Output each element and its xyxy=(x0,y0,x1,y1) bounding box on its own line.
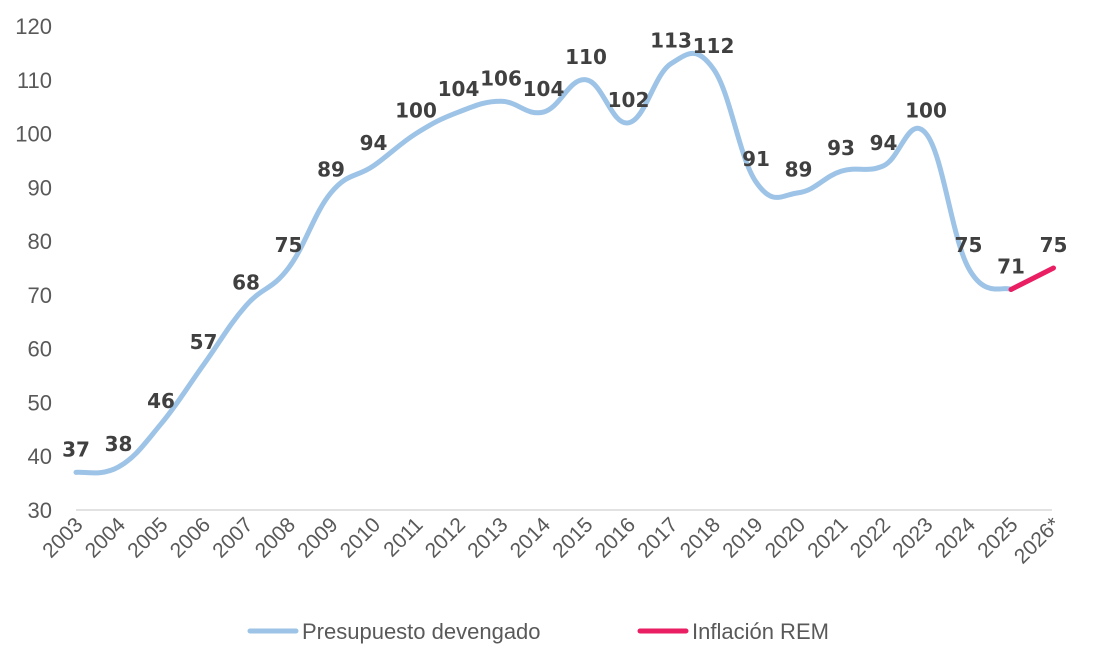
data-label: 104 xyxy=(523,77,565,101)
data-label: 75 xyxy=(275,233,303,257)
x-tick-label: 2006 xyxy=(166,513,215,562)
legend-item-presupuesto: Presupuesto devengado xyxy=(247,619,541,644)
y-tick-label: 60 xyxy=(28,337,52,362)
x-tick-label: 2009 xyxy=(293,513,342,562)
data-label: 89 xyxy=(317,158,345,182)
x-tick-label: 2013 xyxy=(463,513,512,562)
x-tick-label: 2014 xyxy=(506,513,556,563)
data-label: 71 xyxy=(997,255,1025,279)
x-tick-label: 2008 xyxy=(251,513,300,562)
data-label: 75 xyxy=(1040,233,1068,257)
series-line-0 xyxy=(73,50,1014,476)
legend: Presupuesto devengado Inflación REM xyxy=(247,619,829,644)
data-label: 68 xyxy=(232,271,260,295)
y-tick-label: 90 xyxy=(28,175,52,200)
data-label: 38 xyxy=(105,432,133,456)
y-tick-label: 70 xyxy=(28,283,52,308)
data-label: 93 xyxy=(827,136,855,160)
data-label: 46 xyxy=(147,389,175,413)
y-axis-ticks: 30 40 50 60 70 80 90 100 110 120 xyxy=(15,14,52,523)
x-tick-label: 2010 xyxy=(336,513,385,562)
data-label: 104 xyxy=(438,77,480,101)
y-tick-label: 100 xyxy=(15,122,52,147)
data-label: 102 xyxy=(608,88,650,112)
x-tick-label: 2022 xyxy=(846,513,895,562)
x-axis-ticks: 2003200420052006200720082009201020112012… xyxy=(38,513,1065,568)
x-tick-label: 2021 xyxy=(803,513,852,562)
x-tick-label: 2026* xyxy=(1010,513,1065,568)
x-tick-label: 2023 xyxy=(888,513,937,562)
data-label: 94 xyxy=(870,131,898,155)
x-tick-label: 2017 xyxy=(633,513,682,562)
data-label: 75 xyxy=(955,233,983,257)
x-tick-label: 2012 xyxy=(421,513,470,562)
data-label: 113 xyxy=(650,29,692,53)
y-tick-label: 40 xyxy=(28,444,52,469)
series-line-1 xyxy=(1008,265,1056,293)
legend-label-inflacion: Inflación REM xyxy=(692,619,829,644)
y-tick-label: 120 xyxy=(15,14,52,39)
y-tick-label: 30 xyxy=(28,498,52,523)
x-tick-label: 2020 xyxy=(761,513,810,562)
data-label: 100 xyxy=(395,99,437,123)
x-tick-label: 2005 xyxy=(123,513,172,562)
data-label: 89 xyxy=(785,158,813,182)
data-label: 110 xyxy=(565,45,607,69)
x-tick-label: 2007 xyxy=(208,513,257,562)
legend-item-inflacion: Inflación REM xyxy=(637,619,829,644)
data-label: 100 xyxy=(905,99,947,123)
data-label: 37 xyxy=(62,437,90,461)
y-tick-label: 50 xyxy=(28,390,52,415)
y-tick-label: 110 xyxy=(17,68,52,93)
x-tick-label: 2015 xyxy=(548,513,597,562)
x-tick-label: 2016 xyxy=(591,513,640,562)
series-lines xyxy=(73,50,1056,476)
x-tick-label: 2024 xyxy=(931,513,981,563)
data-label: 57 xyxy=(190,330,218,354)
x-tick-label: 2018 xyxy=(676,513,725,562)
data-label: 91 xyxy=(742,147,770,171)
y-tick-label: 80 xyxy=(28,229,52,254)
legend-label-presupuesto: Presupuesto devengado xyxy=(302,619,541,644)
data-label: 112 xyxy=(693,34,735,58)
data-label: 94 xyxy=(360,131,388,155)
data-label: 106 xyxy=(480,66,522,90)
x-tick-label: 2011 xyxy=(379,513,427,561)
x-tick-label: 2004 xyxy=(81,513,131,563)
x-tick-label: 2019 xyxy=(718,513,767,562)
